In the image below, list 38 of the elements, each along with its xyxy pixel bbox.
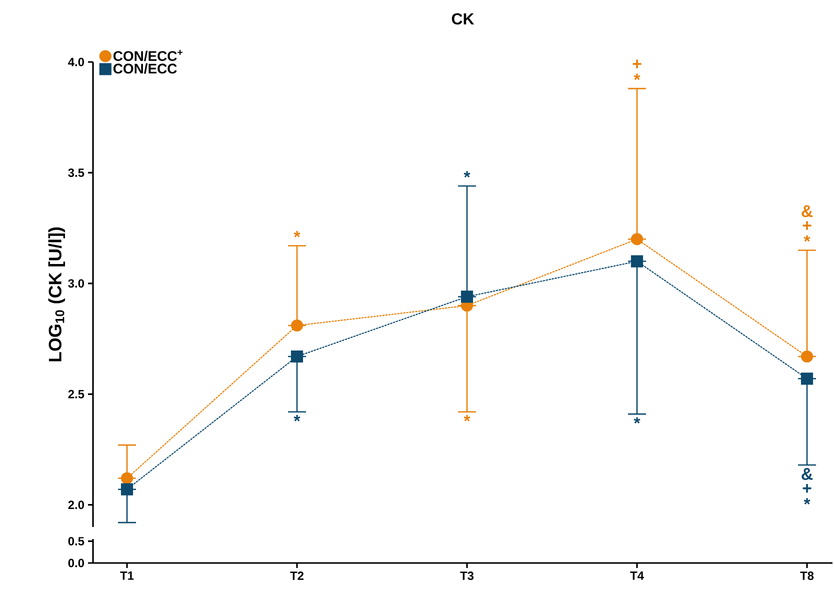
annotation: +: [802, 484, 812, 493]
annotation: *: [464, 171, 470, 178]
y-tick-label: 3.0: [68, 279, 84, 288]
point: [460, 290, 474, 303]
point: [290, 350, 304, 363]
x-tick-label: T4: [630, 572, 644, 580]
x-tick-label: T2: [290, 572, 304, 580]
y-tick-label: 4.0: [68, 58, 84, 66]
y-tick-label: 3.5: [68, 168, 84, 177]
annotation: &: [802, 205, 813, 218]
annotation: +: [802, 221, 812, 230]
point: [120, 472, 134, 484]
point: [120, 483, 134, 496]
annotation: &: [802, 468, 813, 480]
y-axis-title: LOG$_{10}$ (CK [U/l]): [48, 227, 66, 362]
annotation: *: [634, 74, 640, 80]
annotation: +: [632, 60, 642, 68]
annotation: *: [804, 498, 810, 504]
annotation: *: [294, 230, 300, 238]
annotation: *: [634, 417, 640, 424]
annotation: *: [804, 235, 810, 242]
annotation: *: [464, 415, 470, 422]
chart-title: CK: [452, 13, 474, 24]
y-tick-label: 2.0: [68, 500, 84, 510]
legend-label: CON/ECC: [113, 63, 177, 74]
legend-label: CON/ECC$^{+}$: [113, 50, 183, 62]
point: [630, 255, 644, 268]
x-tick-label: T1: [120, 572, 134, 580]
x-tick-label: T3: [460, 572, 474, 580]
y-tick-label: 0.0: [68, 558, 84, 568]
x-tick-label: T8: [800, 572, 814, 580]
point: [290, 319, 304, 332]
annotation: *: [294, 415, 300, 422]
point: [800, 350, 814, 363]
y-tick-label: 0.5: [68, 536, 84, 546]
point: [630, 233, 644, 246]
point: [800, 372, 814, 385]
y-tick-label: 2.5: [68, 390, 84, 398]
